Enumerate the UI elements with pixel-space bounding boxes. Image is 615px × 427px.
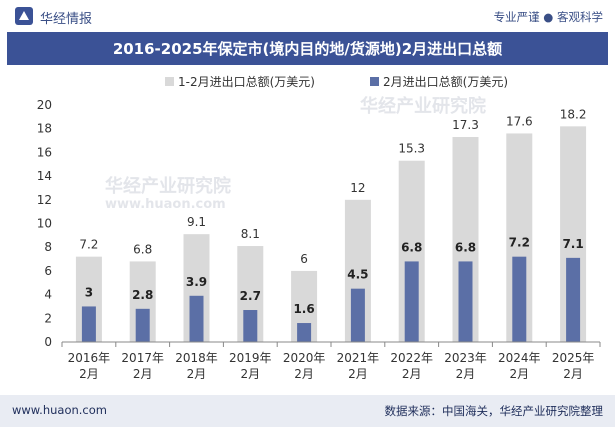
x-tick-label: 2025年 2月 bbox=[552, 351, 595, 381]
data-label-feb: 3 bbox=[85, 285, 93, 299]
data-label-feb: 7.2 bbox=[509, 236, 530, 250]
y-tick-label: 6 bbox=[44, 264, 52, 278]
legend-swatch bbox=[370, 77, 379, 86]
x-tick-label: 2018年 2月 bbox=[175, 351, 218, 381]
bar-feb bbox=[81, 306, 96, 342]
data-label-total: 12 bbox=[350, 181, 365, 195]
data-label-feb: 6.8 bbox=[455, 240, 476, 254]
y-tick-label: 20 bbox=[37, 98, 52, 112]
y-tick-label: 16 bbox=[37, 145, 52, 159]
x-tick-label: 2016年 2月 bbox=[68, 351, 111, 381]
legend: 1-2月进出口总额(万美元) 2月进出口总额(万美元) bbox=[165, 75, 508, 89]
data-label-feb: 1.6 bbox=[293, 302, 314, 316]
brand-name: 华经情报 bbox=[40, 12, 93, 27]
data-label-total: 17.6 bbox=[506, 114, 533, 128]
chart: 1-2月进出口总额(万美元) 2月进出口总额(万美元) 0 2 4 6 8 10 12 14 16… bbox=[37, 75, 601, 381]
data-label-feb: 2.7 bbox=[240, 289, 261, 303]
data-label-feb: 2.8 bbox=[132, 288, 153, 302]
data-label-total: 9.1 bbox=[187, 215, 206, 229]
legend-swatch bbox=[165, 77, 174, 86]
footer-website: www.huaon.com bbox=[12, 403, 107, 417]
footer-source: 数据来源：中国海关，华经产业研究院整理 bbox=[384, 404, 604, 418]
y-axis: 0 2 4 6 8 10 12 14 16 18 20 bbox=[37, 98, 52, 349]
data-label-feb: 4.5 bbox=[347, 268, 368, 282]
bar-feb bbox=[243, 310, 258, 342]
data-label-total: 6.8 bbox=[133, 242, 152, 256]
data-label-feb: 7.1 bbox=[562, 237, 583, 251]
x-axis: 2016年 2月 2017年 2月 2018年 2月 2019年 2月 2020年 2月 2021年… bbox=[61, 341, 601, 381]
bar-feb bbox=[189, 295, 204, 342]
y-tick-label: 0 bbox=[44, 335, 52, 349]
bar-feb bbox=[512, 256, 527, 342]
data-label-total: 7.2 bbox=[79, 238, 98, 252]
slogan: 专业严谨 ● 客观科学 bbox=[493, 10, 603, 24]
x-tick-label: 2019年 2月 bbox=[229, 351, 272, 381]
data-label-total: 6 bbox=[300, 252, 308, 266]
bar-feb bbox=[350, 288, 365, 342]
top-bar: 华经情报 专业严谨 ● 客观科学 bbox=[0, 0, 615, 32]
data-label-total: 18.2 bbox=[560, 107, 587, 121]
data-label-feb: 6.8 bbox=[401, 240, 422, 254]
bars: 7.2 3 6.8 2.8 9.1 3.9 8.1 2.7 6 1.6 12 4.5 15.3 6.8 17… bbox=[75, 107, 587, 342]
logo-icon bbox=[15, 7, 33, 25]
y-tick-label: 2 bbox=[44, 311, 52, 325]
x-tick-label: 2022年 2月 bbox=[390, 351, 433, 381]
y-tick-label: 4 bbox=[44, 288, 52, 302]
bar-feb bbox=[566, 257, 581, 342]
y-tick-label: 8 bbox=[44, 240, 52, 254]
x-tick-label: 2023年 2月 bbox=[444, 351, 487, 381]
footer: www.huaon.com 数据来源：中国海关，华经产业研究院整理 bbox=[0, 395, 615, 427]
data-label-total: 17.3 bbox=[452, 118, 479, 132]
x-tick-label: 2024年 2月 bbox=[498, 351, 541, 381]
bar-feb bbox=[297, 323, 312, 342]
y-tick-label: 10 bbox=[37, 217, 52, 231]
legend-label: 1-2月进出口总额(万美元) bbox=[178, 75, 315, 89]
data-label-feb: 3.9 bbox=[186, 275, 207, 289]
x-tick-label: 2017年 2月 bbox=[121, 351, 164, 381]
bar-feb bbox=[458, 261, 473, 342]
bar-feb bbox=[404, 261, 419, 342]
y-tick-label: 18 bbox=[37, 122, 52, 136]
x-tick-label: 2020年 2月 bbox=[283, 351, 326, 381]
y-tick-label: 12 bbox=[37, 193, 52, 207]
legend-label: 2月进出口总额(万美元) bbox=[383, 75, 508, 89]
bar-feb bbox=[135, 308, 150, 342]
chart-title: 2016-2025年保定市(境内目的地/货源地)2月进出口总额 bbox=[7, 32, 608, 65]
data-label-total: 15.3 bbox=[398, 142, 425, 156]
y-tick-label: 14 bbox=[37, 169, 52, 183]
x-tick-label: 2021年 2月 bbox=[337, 351, 380, 381]
data-label-total: 8.1 bbox=[241, 227, 260, 241]
